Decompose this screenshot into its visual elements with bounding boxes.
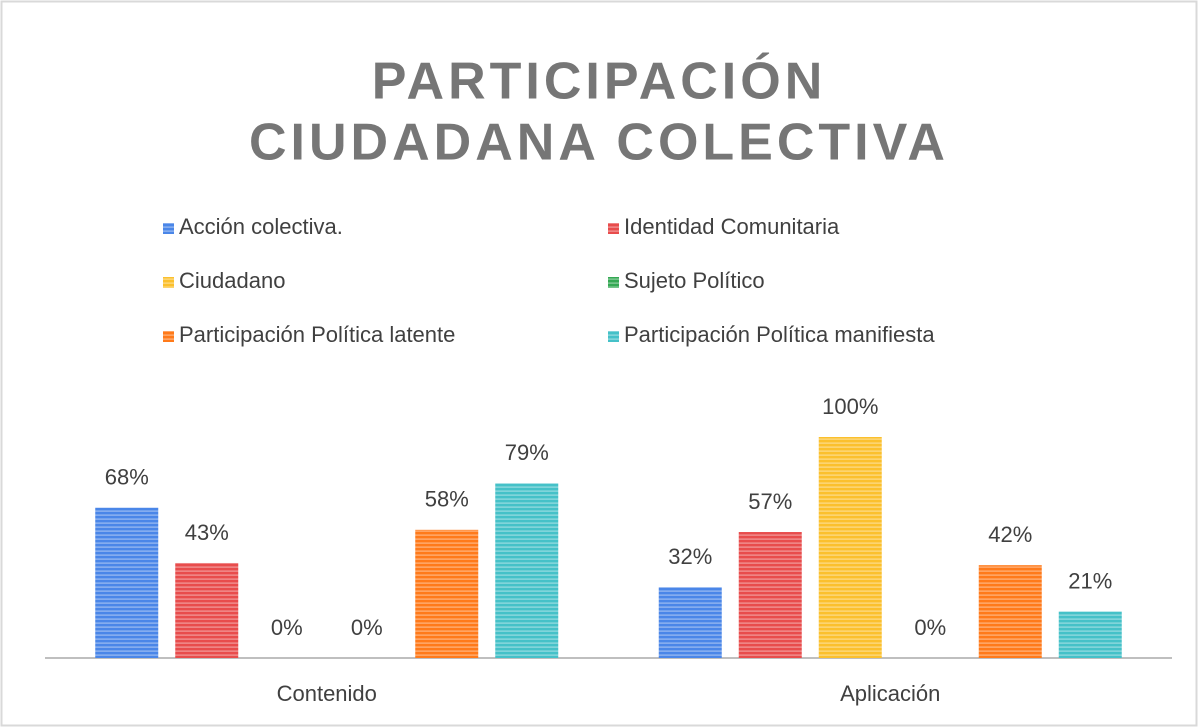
data-label: 0% <box>351 615 383 640</box>
bar <box>95 507 159 658</box>
data-label: 43% <box>185 520 229 545</box>
data-label: 68% <box>105 465 149 490</box>
data-label: 57% <box>748 489 792 514</box>
legend-label: Ciudadano <box>179 268 285 293</box>
legend-swatch <box>163 223 174 234</box>
x-tick-label: Aplicación <box>840 681 940 706</box>
x-tick-label: Contenido <box>277 681 377 706</box>
legend-swatch <box>608 331 619 342</box>
bar <box>738 532 802 658</box>
bar <box>495 483 559 658</box>
data-label: 100% <box>822 394 878 419</box>
legend-label: Participación Política manifiesta <box>624 322 935 347</box>
data-label: 79% <box>505 440 549 465</box>
chart-title: CIUDADANA COLECTIVA <box>249 114 949 172</box>
legend-label: Acción colectiva. <box>179 214 343 239</box>
legend-swatch <box>163 277 174 288</box>
legend-label: Sujeto Político <box>624 268 765 293</box>
data-label: 0% <box>271 615 303 640</box>
legend-swatch <box>163 331 174 342</box>
legend-swatch <box>608 223 619 234</box>
data-label: 58% <box>425 487 469 512</box>
bar <box>1058 611 1122 658</box>
bar <box>415 529 479 658</box>
bar <box>175 562 239 658</box>
bar <box>818 437 882 658</box>
data-label: 21% <box>1068 568 1112 593</box>
data-label: 32% <box>668 544 712 569</box>
data-label: 42% <box>988 522 1032 547</box>
bar <box>978 565 1042 658</box>
legend-label: Participación Política latente <box>179 322 455 347</box>
bar <box>658 587 722 658</box>
data-label: 0% <box>914 615 946 640</box>
chart-title: PARTICIPACIÓN <box>372 53 827 111</box>
legend-swatch <box>608 277 619 288</box>
legend-label: Identidad Comunitaria <box>624 214 840 239</box>
